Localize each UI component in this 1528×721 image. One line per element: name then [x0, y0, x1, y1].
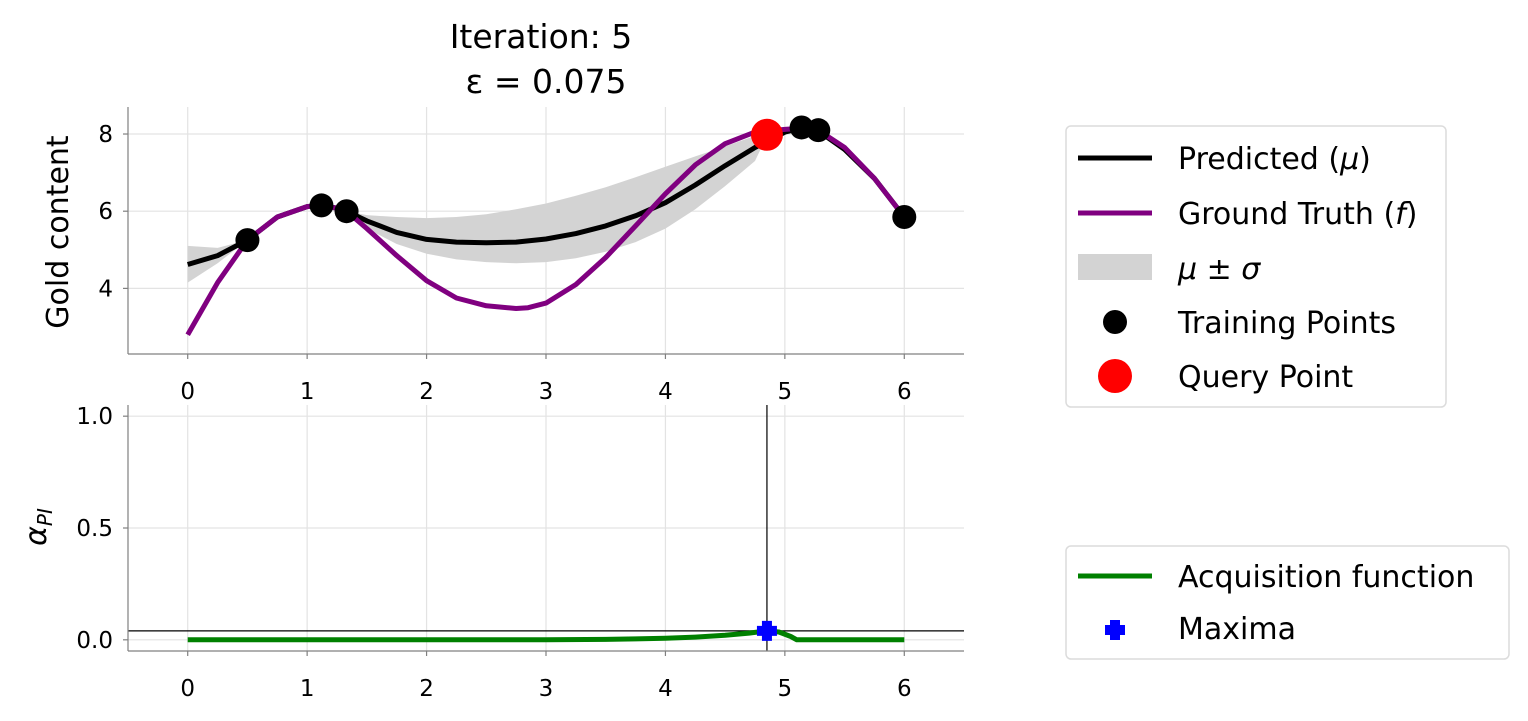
legend-acquisition-label: Acquisition function: [1178, 560, 1474, 595]
top-x-tick-label: 5: [778, 379, 793, 405]
training-point: [892, 204, 917, 229]
bottom-y-tick-label: 0.0: [76, 628, 113, 654]
top-y-tick-label: 4: [98, 276, 113, 302]
legend-query-label: Query Point: [1178, 360, 1353, 395]
bottom-plot-area: [128, 405, 964, 651]
bottom-axes: 0 1 2 3 4 5 6 0.0 0.5 1.0: [76, 404, 964, 702]
legend-band-label: μ ± σ: [1177, 252, 1261, 287]
bottom-x-tick-label: 2: [419, 676, 434, 702]
bottom-ylabel-sub: PI: [33, 508, 57, 526]
legend-maxima-label: Maxima: [1178, 612, 1296, 647]
top-x-tick-label: 1: [300, 379, 315, 405]
legend-predicted-label: Predicted (μ): [1178, 142, 1371, 177]
chart-title-line2: ε = 0.075: [466, 62, 627, 101]
top-x-tick-label: 6: [897, 379, 912, 405]
maxima-marker: [756, 620, 777, 641]
bottom-x-tick-label: 5: [778, 676, 793, 702]
top-x-tick-label: 2: [419, 379, 434, 405]
legend-query-marker: [1098, 359, 1132, 393]
query-point: [750, 118, 783, 151]
bottom-x-tick-label: 6: [897, 676, 912, 702]
training-point: [806, 118, 831, 143]
chart-title-line1: Iteration: 5: [450, 17, 633, 56]
top-y-tick-label: 6: [98, 199, 113, 225]
top-legend-frame: [1065, 125, 1447, 408]
top-legend: Predicted (μ) Ground Truth (f) μ ± σ Tra…: [1065, 125, 1447, 408]
top-axes: 0 1 2 3 4 5 6 4 6 8: [98, 107, 964, 405]
legend-training-label: Training Points: [1177, 306, 1396, 341]
svg-text:αPI: αPI: [19, 508, 57, 546]
bottom-y-tick-label: 1.0: [76, 404, 113, 430]
training-point: [334, 199, 359, 224]
top-plot-area: [185, 115, 917, 336]
top-y-tick-label: 8: [98, 122, 113, 148]
training-point: [309, 193, 334, 218]
top-ylabel: Gold content: [41, 135, 76, 329]
bottom-y-tick-label: 0.5: [76, 516, 113, 542]
bottom-x-tick-label: 1: [300, 676, 315, 702]
bottom-x-tick-label: 4: [658, 676, 673, 702]
top-x-tick-label: 0: [180, 379, 195, 405]
top-x-tick-label: 4: [658, 379, 673, 405]
legend-band-swatch: [1078, 254, 1152, 280]
bottom-ylabel-main: α: [19, 526, 54, 546]
legend-ground-truth-label: Ground Truth (f): [1178, 197, 1417, 232]
acquisition-line: [187, 628, 905, 643]
bottom-legend: Acquisition function Maxima: [1065, 545, 1510, 660]
bottom-ylabel: αPI: [19, 508, 57, 546]
bottom-grid: [128, 405, 964, 651]
legend-maxima-marker: [1105, 620, 1125, 640]
bottom-x-tick-label: 3: [539, 676, 554, 702]
bottom-legend-frame: [1065, 545, 1510, 660]
bottom-x-tick-label: 0: [180, 676, 195, 702]
top-x-tick-label: 3: [539, 379, 554, 405]
training-point: [235, 228, 260, 253]
legend-training-marker: [1103, 310, 1127, 334]
